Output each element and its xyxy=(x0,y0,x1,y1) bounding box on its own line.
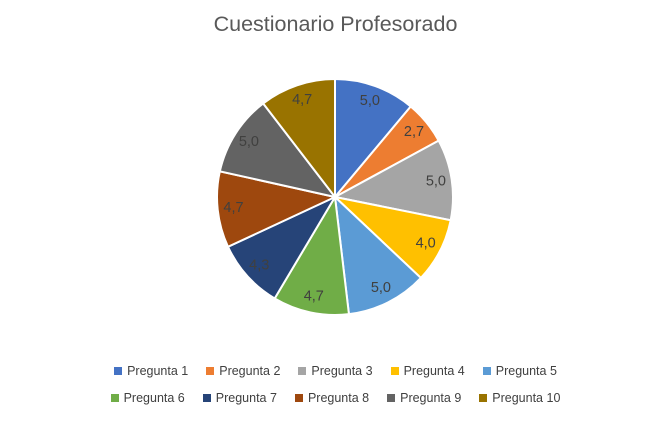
svg-text:4,7: 4,7 xyxy=(304,289,324,305)
svg-text:5,0: 5,0 xyxy=(371,280,391,296)
svg-text:4,0: 4,0 xyxy=(416,236,436,252)
svg-text:5,0: 5,0 xyxy=(426,174,446,190)
svg-text:5,0: 5,0 xyxy=(360,93,380,109)
svg-text:5,0: 5,0 xyxy=(239,134,259,150)
svg-text:4,7: 4,7 xyxy=(292,92,312,108)
svg-text:2,7: 2,7 xyxy=(404,124,424,140)
svg-text:4,7: 4,7 xyxy=(223,200,243,216)
svg-text:4,3: 4,3 xyxy=(249,257,269,273)
